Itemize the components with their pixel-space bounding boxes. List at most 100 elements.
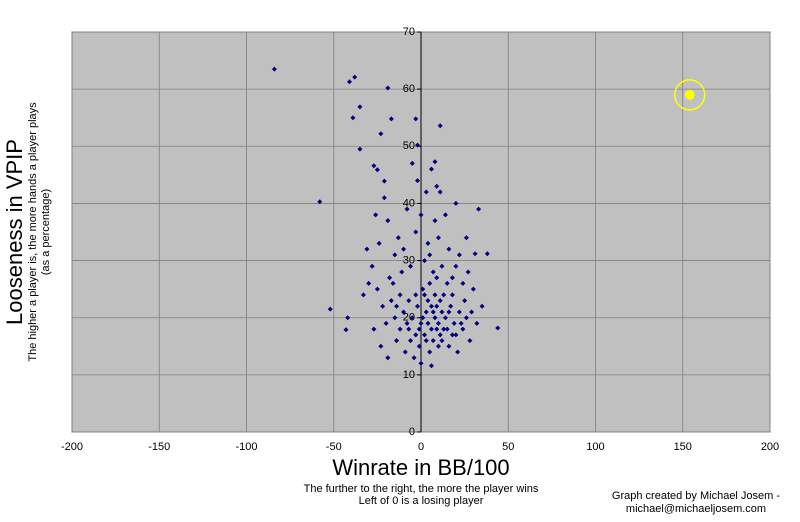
point xyxy=(352,74,358,80)
point xyxy=(427,349,433,355)
point xyxy=(456,309,462,315)
point xyxy=(409,315,415,321)
point xyxy=(394,303,400,309)
point xyxy=(430,309,436,315)
point xyxy=(418,320,424,326)
point xyxy=(397,292,403,298)
point xyxy=(421,332,427,338)
point xyxy=(366,280,372,286)
point xyxy=(381,178,387,184)
point xyxy=(428,326,434,332)
point xyxy=(378,131,384,137)
point xyxy=(385,355,391,361)
point xyxy=(432,218,438,224)
point xyxy=(381,195,387,201)
point xyxy=(446,309,452,315)
point xyxy=(374,286,380,292)
point xyxy=(404,320,410,326)
point xyxy=(442,212,448,218)
point xyxy=(415,303,421,309)
point xyxy=(388,116,394,122)
point xyxy=(437,189,443,195)
point xyxy=(408,338,414,344)
point xyxy=(434,303,440,309)
point xyxy=(460,326,466,332)
point xyxy=(437,123,443,129)
point xyxy=(428,166,434,172)
y-tick-label: 20 xyxy=(403,312,415,324)
point xyxy=(425,240,431,246)
point xyxy=(423,309,429,315)
y-tick-label: 50 xyxy=(403,140,415,152)
point xyxy=(369,263,375,269)
point xyxy=(415,178,421,184)
point xyxy=(420,286,426,292)
point xyxy=(385,85,391,91)
point xyxy=(476,206,482,212)
point xyxy=(401,246,407,252)
point xyxy=(439,338,445,344)
point xyxy=(432,315,438,321)
point xyxy=(456,252,462,258)
point xyxy=(474,320,480,326)
point xyxy=(425,298,431,304)
point xyxy=(385,218,391,224)
point xyxy=(448,303,454,309)
point xyxy=(345,315,351,321)
x-tick-label: -200 xyxy=(61,441,83,453)
point xyxy=(376,240,382,246)
point xyxy=(462,298,468,304)
point xyxy=(343,327,349,333)
point xyxy=(346,79,352,85)
point xyxy=(404,206,410,212)
point xyxy=(411,355,417,361)
x-tick-label: 200 xyxy=(761,441,779,453)
point xyxy=(428,363,434,369)
point xyxy=(441,326,447,332)
point xyxy=(395,235,401,241)
point xyxy=(378,343,384,349)
point xyxy=(428,303,434,309)
point xyxy=(432,159,438,165)
point xyxy=(420,315,426,321)
point xyxy=(437,298,443,304)
point xyxy=(432,292,438,298)
point xyxy=(421,258,427,264)
highlight-point xyxy=(684,89,695,100)
point xyxy=(453,332,459,338)
point xyxy=(439,309,445,315)
point xyxy=(413,116,419,122)
y-tick-label: 40 xyxy=(403,197,415,209)
point xyxy=(430,338,436,344)
point xyxy=(418,360,424,366)
y-axis-subtitle: (as a percentage) xyxy=(40,189,52,275)
point xyxy=(446,343,452,349)
point xyxy=(463,315,469,321)
x-axis-title: Winrate in BB/100 xyxy=(332,455,509,480)
point xyxy=(434,275,440,281)
point xyxy=(392,315,398,321)
y-tick-label: 70 xyxy=(403,26,415,38)
point xyxy=(472,251,478,257)
point xyxy=(455,349,461,355)
point xyxy=(406,298,412,304)
point xyxy=(327,306,333,312)
point xyxy=(387,275,393,281)
point xyxy=(463,235,469,241)
point xyxy=(446,246,452,252)
point xyxy=(469,309,475,315)
y-tick-label: 30 xyxy=(403,254,415,266)
highlight-ring xyxy=(673,79,706,111)
point xyxy=(413,332,419,338)
point xyxy=(449,292,455,298)
y-axis-subtitle: The higher a player is, the more hands a… xyxy=(27,102,39,362)
point xyxy=(416,326,422,332)
point xyxy=(453,200,459,206)
x-tick-label: 0 xyxy=(418,441,424,453)
point xyxy=(394,338,400,344)
point xyxy=(458,320,464,326)
point xyxy=(435,343,441,349)
point xyxy=(418,212,424,218)
point xyxy=(357,146,363,152)
point xyxy=(423,338,429,344)
